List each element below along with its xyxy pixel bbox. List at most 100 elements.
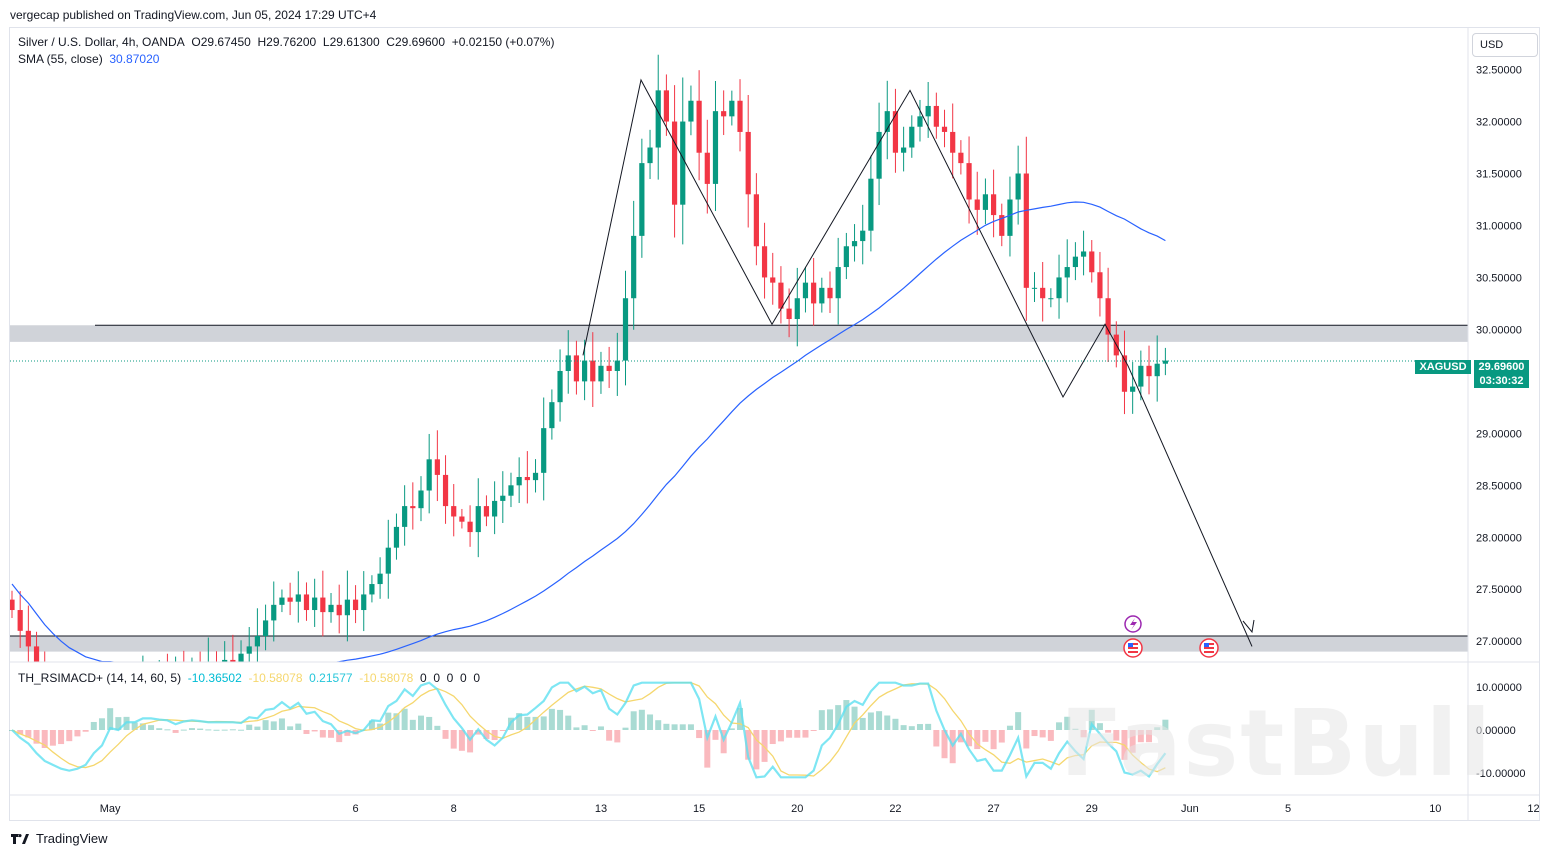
indicator-histogram-bar <box>786 730 793 738</box>
candle-body <box>385 547 391 574</box>
x-tick-label: 13 <box>595 803 607 815</box>
us-flag-canton-icon <box>1128 643 1133 647</box>
indicator-histogram-bar <box>728 728 735 730</box>
indicator-histogram-bar <box>1129 730 1136 753</box>
candle-body <box>565 355 571 371</box>
candle-body <box>811 282 817 304</box>
indicator-histogram-bar <box>671 724 678 730</box>
sma-legend: SMA (55, close) 30.87020 <box>18 52 159 66</box>
candle-body <box>851 241 858 247</box>
indicator-histogram-bar <box>589 730 596 731</box>
candle-body <box>17 610 23 631</box>
y-tick-label: 27.00000 <box>1476 636 1522 648</box>
candle-body <box>802 282 809 299</box>
indicator-y-tick: 0.00000 <box>1476 725 1516 737</box>
candle-body <box>508 485 514 496</box>
candle-body <box>582 360 588 382</box>
indicator-histogram-bar <box>859 717 866 730</box>
x-tick-label: 22 <box>889 803 901 815</box>
sma-line <box>11 201 1166 662</box>
indicator-histogram-bar <box>254 726 261 730</box>
indicator-histogram-bar <box>851 706 858 730</box>
indicator-value-8: 0 <box>460 671 467 685</box>
indicator-histogram-bar <box>139 723 146 730</box>
indicator-y-tick: 10.00000 <box>1476 682 1522 694</box>
indicator-histogram-bar <box>753 730 760 770</box>
indicator-histogram-bar <box>1047 730 1054 741</box>
indicator-histogram-bar <box>916 724 923 730</box>
y-tick-label: 31.00000 <box>1476 220 1522 232</box>
indicator-histogram-bar <box>540 716 547 730</box>
us-flag-stripe-icon <box>1128 649 1138 651</box>
candle-body <box>75 714 80 719</box>
tradingview-brand[interactable]: TradingView <box>10 831 108 846</box>
x-tick-label: May <box>100 803 121 815</box>
us-flag-stripe-icon <box>1204 649 1214 651</box>
candle-body <box>271 604 277 621</box>
indicator-histogram-bar <box>344 730 351 736</box>
indicator-histogram-bar <box>933 730 940 747</box>
x-tick-label: 5 <box>1285 803 1291 815</box>
indicator-histogram-bar <box>90 721 97 730</box>
candle-body <box>279 597 285 605</box>
candle-body <box>1130 386 1136 392</box>
candle-body <box>25 630 31 647</box>
candle-body <box>287 597 293 602</box>
indicator-histogram-bar <box>393 713 400 730</box>
indicator-legend: TH_RSIMACD+ (14, 14, 60, 5) -10.36502 -1… <box>18 671 480 685</box>
indicator-histogram-bar <box>311 730 318 732</box>
candle-body <box>377 573 383 585</box>
candle-body <box>295 594 301 602</box>
sma-value: 30.87020 <box>109 52 160 66</box>
indicator-histogram-bar <box>434 725 441 730</box>
candle-body <box>778 282 784 309</box>
candle-body <box>222 659 228 662</box>
candle-body <box>622 298 629 361</box>
x-tick-label: 27 <box>987 803 999 815</box>
candle-body <box>1007 199 1013 236</box>
indicator-histogram-bar <box>679 724 686 730</box>
candle-body <box>819 287 825 304</box>
indicator-histogram-bar <box>1039 730 1046 738</box>
indicator-value-7: 0 <box>446 671 454 685</box>
indicator-histogram-bar <box>450 730 457 749</box>
candle-body <box>524 476 530 481</box>
candle-body <box>680 121 686 205</box>
candle-body <box>941 126 948 132</box>
indicator-histogram-bar <box>737 707 744 730</box>
indicator-histogram-bar <box>229 729 236 731</box>
candle-body <box>827 287 833 299</box>
ohlc-high-label: H <box>257 35 267 49</box>
indicator-value-9: 0 <box>473 671 481 685</box>
indicator-histogram-bar <box>1080 730 1087 738</box>
indicator-histogram-bar <box>614 730 621 743</box>
candle-body <box>33 646 40 662</box>
candle-body <box>451 506 457 517</box>
indicator-histogram-bar <box>156 728 163 730</box>
candle-body <box>320 597 326 613</box>
candle-body <box>606 365 612 371</box>
candle-body <box>696 100 702 153</box>
indicator-histogram-bar <box>630 711 637 730</box>
candle-body <box>393 526 400 548</box>
candle-body <box>1154 363 1160 377</box>
indicator-histogram-bar <box>409 719 416 730</box>
indicator-histogram-bar <box>908 726 915 730</box>
indicator-histogram-bar <box>17 730 24 735</box>
indicator-histogram-bar <box>221 729 228 731</box>
candle-body <box>124 693 129 703</box>
candle-body <box>99 709 104 714</box>
main-pane <box>10 54 1468 719</box>
candle-body <box>614 360 620 371</box>
indicator-value-3: 0.21577 <box>309 671 353 685</box>
candle-body <box>892 111 899 153</box>
candle-body <box>418 490 424 509</box>
candle-body <box>655 90 661 148</box>
ohlc-low: 29.61300 <box>329 35 380 49</box>
indicator-histogram-bar <box>336 730 343 743</box>
indicator-histogram-bar <box>557 709 564 730</box>
currency-button[interactable]: USD <box>1472 33 1538 57</box>
y-tick-label: 32.50000 <box>1476 65 1522 77</box>
indicator-histogram-bar <box>638 709 645 730</box>
